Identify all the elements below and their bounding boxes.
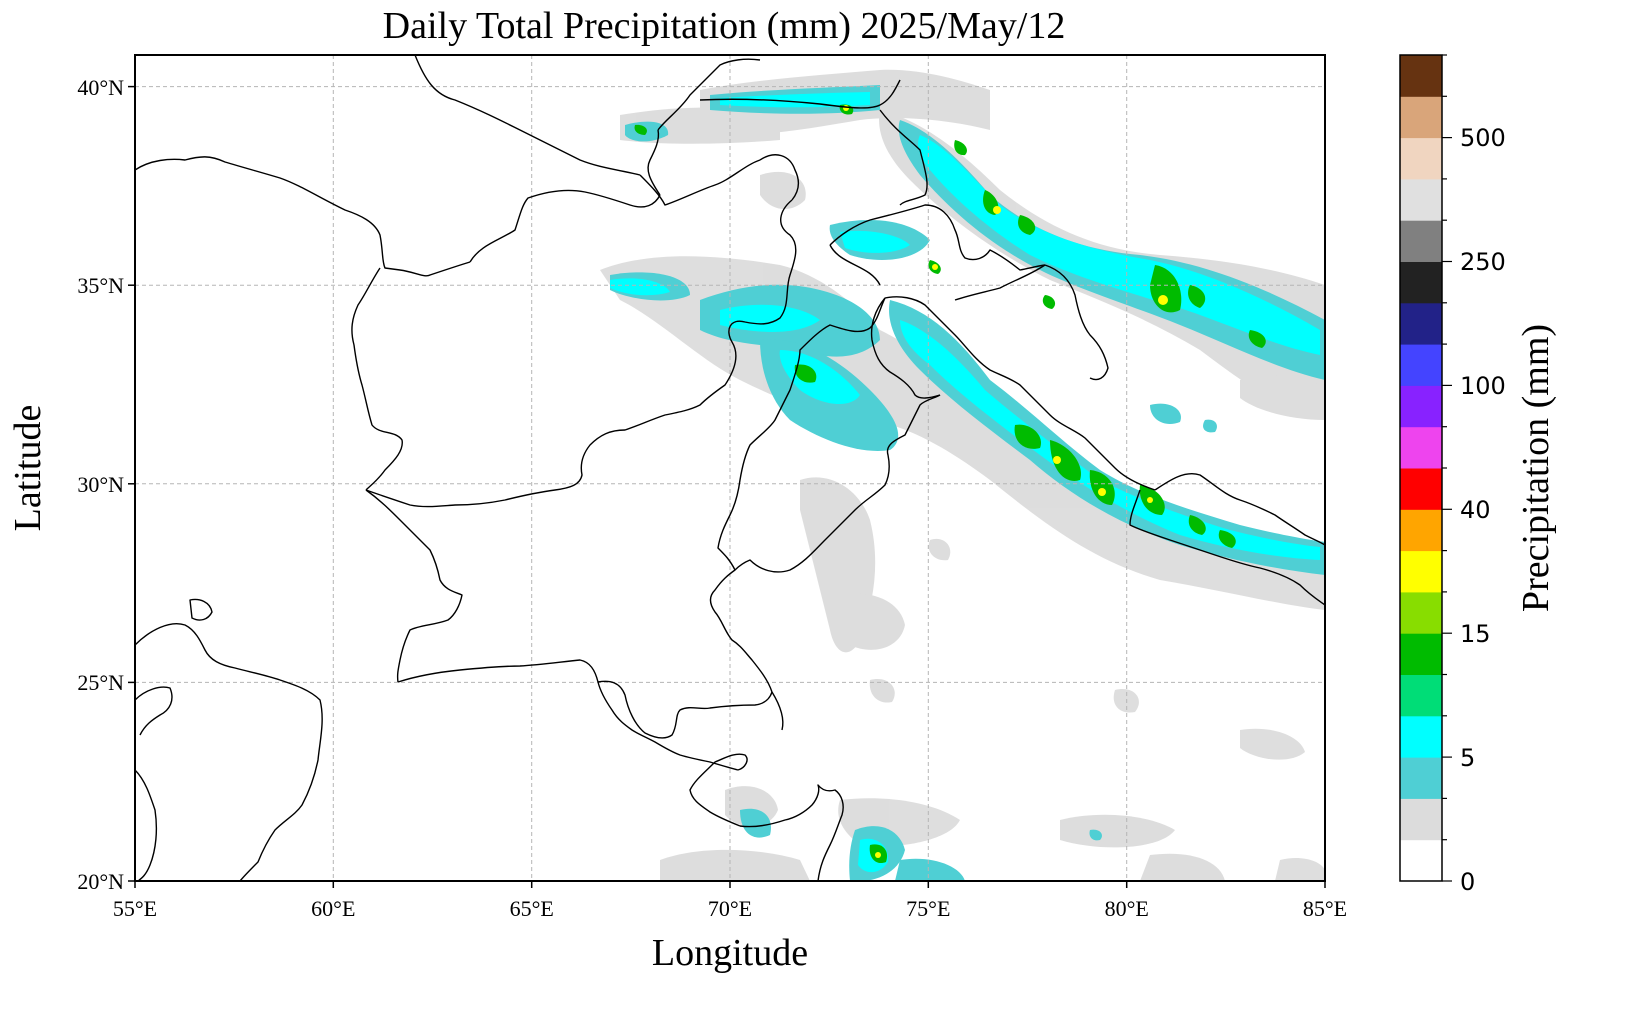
precipitation-field xyxy=(600,69,1325,881)
colorbar-segment xyxy=(1400,137,1442,180)
lat-tick-label: 30°N xyxy=(77,472,124,497)
lat-tick-label: 25°N xyxy=(77,670,124,695)
colorbar-segment xyxy=(1400,674,1442,717)
lon-tick-label: 80°E xyxy=(1105,896,1149,921)
colorbar-segment xyxy=(1400,839,1442,882)
lon-tick-label: 70°E xyxy=(708,896,752,921)
colorbar-segment xyxy=(1400,220,1442,262)
x-axis-title: Longitude xyxy=(652,932,808,974)
colorbar-segment xyxy=(1400,385,1442,428)
colorbar-segment xyxy=(1400,426,1442,469)
colorbar-tick-label: 40 xyxy=(1460,496,1491,524)
lon-tick-label: 65°E xyxy=(510,896,554,921)
colorbar-tick-label: 5 xyxy=(1460,744,1475,772)
colorbar-segment xyxy=(1400,96,1442,139)
colorbar-segment xyxy=(1400,261,1442,304)
map-plot-area xyxy=(135,55,1325,881)
colorbar-segment xyxy=(1400,798,1442,841)
lon-tick-label: 75°E xyxy=(906,896,950,921)
colorbar-segment xyxy=(1400,550,1442,593)
colorbar-segments xyxy=(1400,55,1442,882)
colorbar-segment xyxy=(1400,509,1442,552)
y-axis xyxy=(128,85,135,882)
y-axis-title: Latitude xyxy=(7,405,49,532)
colorbar-tick-label: 0 xyxy=(1460,868,1475,896)
colorbar-segment xyxy=(1400,344,1442,386)
lat-tick-label: 20°N xyxy=(77,869,124,894)
lon-tick-label: 60°E xyxy=(311,896,355,921)
map-title: Daily Total Precipitation (mm) 2025/May/… xyxy=(383,5,1066,47)
colorbar-label: Precipitation (mm) xyxy=(1515,324,1557,612)
colorbar-tick-label: 100 xyxy=(1460,372,1506,400)
colorbar-segment xyxy=(1400,55,1442,97)
map-gridlines xyxy=(135,55,1325,881)
colorbar-segment xyxy=(1400,178,1442,221)
colorbar: 0 5 15 40 100 250 500 Precipitation (mm) xyxy=(1399,54,1557,896)
colorbar-segment xyxy=(1400,757,1442,799)
colorbar-segment xyxy=(1400,468,1442,510)
colorbar-segment xyxy=(1400,302,1442,345)
country-borders xyxy=(135,55,1325,881)
colorbar-tick-label: 15 xyxy=(1460,620,1491,648)
x-axis xyxy=(134,881,1326,888)
lat-tick-label: 40°N xyxy=(77,75,124,100)
lat-tick-label: 35°N xyxy=(77,273,124,298)
colorbar-segment xyxy=(1400,715,1442,758)
colorbar-tick-label: 500 xyxy=(1460,124,1506,152)
lon-tick-label: 85°E xyxy=(1303,896,1347,921)
colorbar-segment xyxy=(1400,633,1442,675)
colorbar-tick-label: 250 xyxy=(1460,248,1506,276)
colorbar-segment xyxy=(1400,591,1442,634)
lon-tick-label: 55°E xyxy=(113,896,157,921)
